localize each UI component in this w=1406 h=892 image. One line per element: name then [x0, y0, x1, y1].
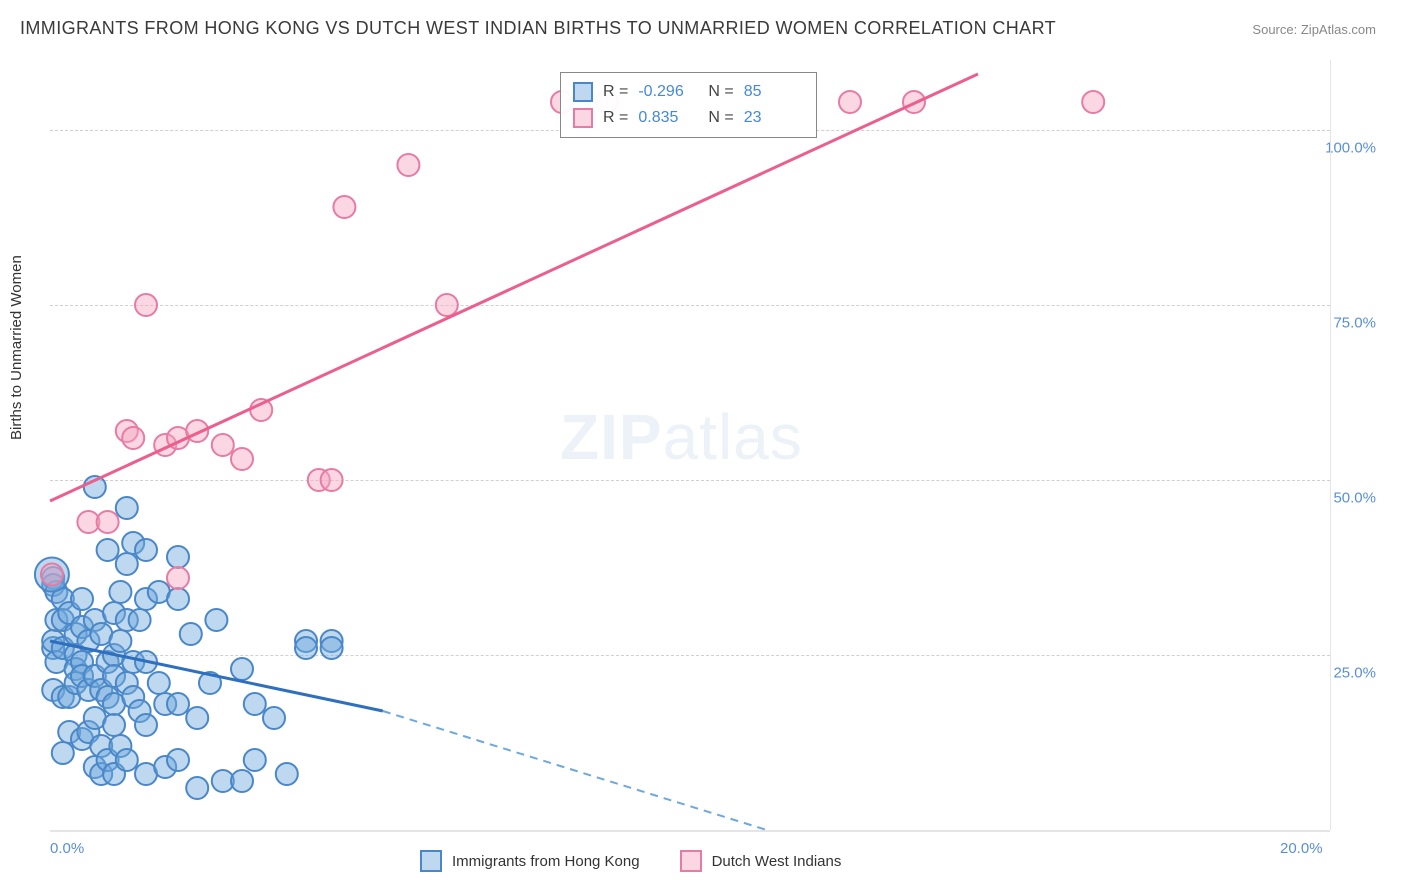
y-tick-label: 100.0% [1325, 140, 1376, 157]
stat-row-dutch: R = 0.835 N = 23 [573, 105, 804, 131]
x-axis-line [50, 830, 1330, 832]
swatch-dutch-icon [573, 108, 593, 128]
n-label: N = [708, 105, 733, 131]
data-point [97, 511, 119, 533]
legend-item-hongkong: Immigrants from Hong Kong [420, 850, 640, 872]
y-tick-label: 75.0% [1333, 315, 1376, 332]
chart-title: IMMIGRANTS FROM HONG KONG VS DUTCH WEST … [20, 18, 1056, 39]
data-point [295, 637, 317, 659]
n-label: N = [708, 79, 733, 105]
data-point [321, 469, 343, 491]
y-axis-label: Births to Unmarried Women [8, 255, 25, 440]
data-point [180, 623, 202, 645]
data-point [116, 497, 138, 519]
x-tick-label: 0.0% [50, 840, 84, 857]
data-point [333, 196, 355, 218]
data-point [109, 581, 131, 603]
scatter-chart [50, 60, 1330, 830]
data-point [122, 427, 144, 449]
regression-line [50, 74, 978, 501]
legend-label-dutch: Dutch West Indians [712, 853, 842, 870]
n-value-hongkong: 85 [744, 79, 804, 105]
data-point [135, 714, 157, 736]
regression-line [383, 711, 767, 830]
data-point [244, 693, 266, 715]
legend-item-dutch: Dutch West Indians [680, 850, 842, 872]
data-point [148, 672, 170, 694]
swatch-hongkong-icon [573, 82, 593, 102]
data-point [103, 714, 125, 736]
source-label: Source: [1252, 22, 1297, 37]
data-point [397, 154, 419, 176]
data-point [276, 763, 298, 785]
data-point [116, 749, 138, 771]
n-value-dutch: 23 [744, 105, 804, 131]
data-point [167, 749, 189, 771]
y-axis-line-right [1330, 60, 1331, 830]
y-tick-label: 25.0% [1333, 665, 1376, 682]
legend-swatch-hongkong-icon [420, 850, 442, 872]
r-label: R = [603, 79, 628, 105]
data-point [135, 539, 157, 561]
data-point [135, 294, 157, 316]
data-point [321, 637, 343, 659]
data-point [167, 567, 189, 589]
legend: Immigrants from Hong Kong Dutch West Ind… [420, 850, 841, 872]
data-point [244, 749, 266, 771]
data-point [167, 693, 189, 715]
source-attribution: Source: ZipAtlas.com [1252, 22, 1376, 37]
data-point [231, 448, 253, 470]
data-point [263, 707, 285, 729]
stat-row-hongkong: R = -0.296 N = 85 [573, 79, 804, 105]
data-point [205, 609, 227, 631]
source-name: ZipAtlas.com [1301, 22, 1376, 37]
x-tick-label: 20.0% [1280, 840, 1323, 857]
data-point [231, 658, 253, 680]
r-value-hongkong: -0.296 [638, 79, 698, 105]
data-point [129, 609, 151, 631]
data-point [839, 91, 861, 113]
legend-swatch-dutch-icon [680, 850, 702, 872]
data-point [109, 630, 131, 652]
data-point [71, 588, 93, 610]
data-point [231, 770, 253, 792]
statistics-box: R = -0.296 N = 85 R = 0.835 N = 23 [560, 72, 817, 138]
legend-label-hongkong: Immigrants from Hong Kong [452, 853, 640, 870]
data-point [1082, 91, 1104, 113]
data-point [436, 294, 458, 316]
data-point [116, 553, 138, 575]
data-point [186, 707, 208, 729]
data-point [167, 546, 189, 568]
data-point [97, 539, 119, 561]
data-point [212, 434, 234, 456]
r-value-dutch: 0.835 [638, 105, 698, 131]
r-label: R = [603, 105, 628, 131]
data-point [41, 564, 63, 586]
data-point [52, 742, 74, 764]
y-tick-label: 50.0% [1333, 490, 1376, 507]
data-point [186, 777, 208, 799]
data-point [167, 588, 189, 610]
